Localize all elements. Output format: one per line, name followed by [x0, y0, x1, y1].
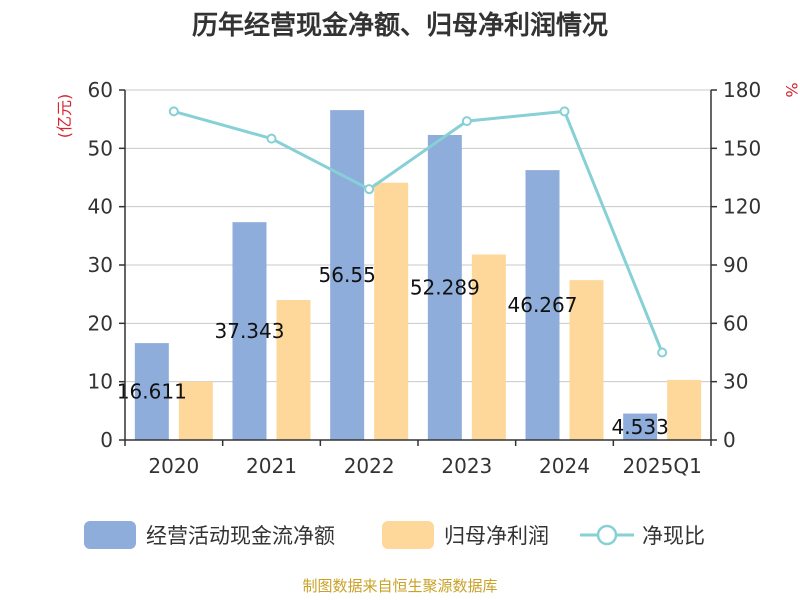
data-label: 46.267 [508, 293, 578, 317]
y-right-tick-label: 120 [723, 195, 761, 219]
legend-swatch-profit [382, 521, 434, 549]
bars [134, 110, 702, 441]
legend-label-cashflow: 经营活动现金流净额 [146, 524, 335, 548]
ratio-point [657, 347, 668, 358]
data-label: 4.533 [612, 415, 669, 439]
ratio-line [168, 106, 668, 358]
data-label: 56.55 [319, 263, 376, 287]
y-left-tick-label: 0 [100, 428, 113, 452]
y-right-tick-label: 0 [723, 428, 736, 452]
gridlines [125, 89, 711, 383]
x-tick-label: 2025Q1 [622, 454, 701, 478]
y-left-tick-label: 10 [88, 370, 113, 394]
bar [374, 182, 409, 440]
y-right-tick-label: 30 [723, 370, 748, 394]
bar [276, 300, 311, 440]
bar [427, 134, 462, 440]
ratio-point [266, 133, 277, 144]
bar [623, 413, 658, 440]
bar [232, 222, 267, 440]
x-tick-label: 2021 [246, 454, 297, 478]
x-tick-label: 2024 [539, 454, 590, 478]
bar [667, 379, 702, 440]
chart-title: 历年经营现金净额、归母净利润情况 [192, 10, 608, 41]
legend-label-profit: 归母净利润 [444, 524, 549, 548]
y-right-tick-label: 90 [723, 253, 748, 277]
y-right-tick-label: 180 [723, 78, 761, 102]
ratio-point [168, 106, 179, 117]
ratio-point [559, 106, 570, 117]
axes: 0 10 20 30 40 50 60 0 30 60 90 120 150 180 2020 2021 202… [88, 78, 762, 478]
y-left-tick-label: 60 [88, 78, 113, 102]
x-tick-label: 2023 [441, 454, 492, 478]
legend-swatch-cashflow [84, 521, 136, 549]
source-note: 制图数据来自恒生聚源数据库 [302, 577, 497, 595]
ratio-line-path [173, 109, 664, 354]
ratio-point [364, 184, 375, 195]
y-left-tick-label: 20 [88, 311, 113, 335]
bar [178, 381, 213, 440]
bar [525, 170, 560, 440]
x-tick-label: 2022 [344, 454, 395, 478]
y-left-tick-label: 50 [88, 136, 113, 160]
legend-label-ratio: 净现比 [642, 524, 705, 548]
bar [134, 343, 169, 440]
data-label: 16.611 [117, 380, 187, 404]
data-label: 37.343 [215, 319, 285, 343]
y-right-tick-label: 60 [723, 311, 748, 335]
bar [471, 254, 506, 440]
y-right-unit: % [782, 82, 800, 97]
data-labels: 16.611 37.343 56.55 52.289 46.267 4.533 [117, 263, 669, 439]
y-left-tick-label: 40 [88, 195, 113, 219]
data-label: 52.289 [410, 275, 480, 299]
ratio-point [461, 116, 472, 127]
bar [569, 280, 604, 440]
y-right-tick-label: 150 [723, 136, 761, 160]
y-left-tick-label: 30 [88, 253, 113, 277]
bar [330, 110, 365, 441]
legend: 经营活动现金流净额 归母净利润 净现比 [84, 521, 705, 549]
y-left-unit: (亿元) [55, 94, 74, 139]
x-tick-label: 2020 [148, 454, 199, 478]
legend-marker-ratio [596, 524, 618, 546]
